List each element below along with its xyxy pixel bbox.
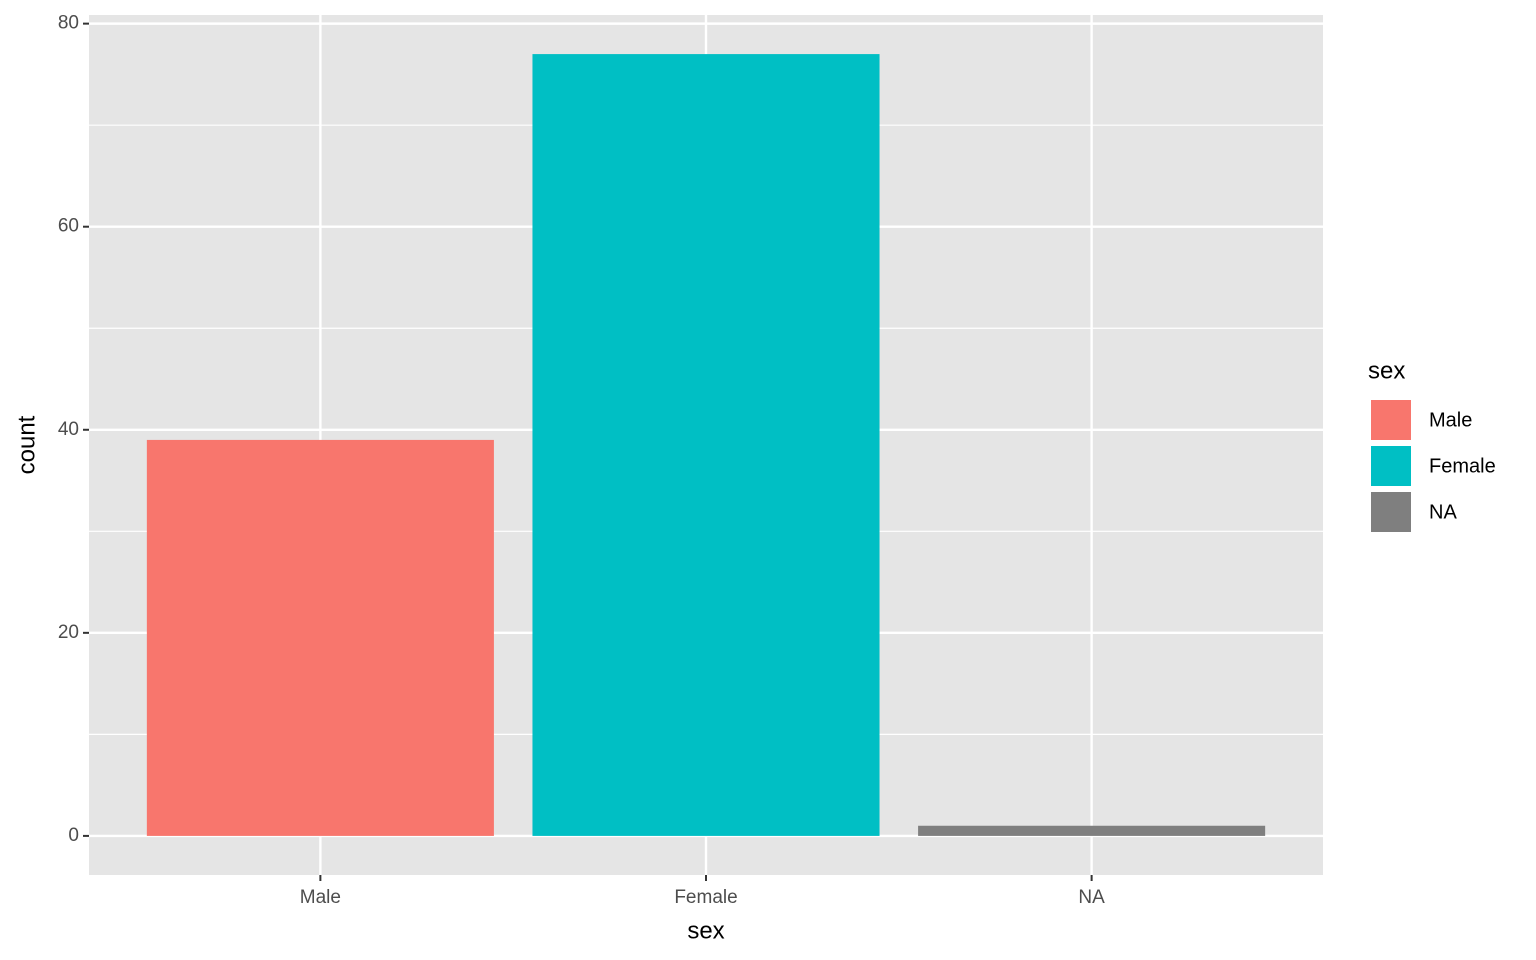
legend-key	[1369, 398, 1413, 442]
legend-title: sex	[1368, 357, 1405, 384]
x-tick-label: NA	[1078, 887, 1105, 908]
bar	[918, 825, 1266, 836]
legend-label: NA	[1429, 501, 1457, 523]
y-tick-label: 0	[68, 825, 79, 846]
y-tick-label: 60	[58, 216, 79, 237]
y-tick-label: 80	[58, 13, 79, 34]
legend-key	[1369, 490, 1413, 534]
legend-label: Male	[1429, 409, 1472, 431]
bar	[532, 54, 880, 836]
y-tick-label: 20	[58, 622, 79, 643]
y-tick-label: 40	[58, 419, 79, 440]
legend-label: Female	[1429, 455, 1496, 477]
x-tick-label: Male	[300, 887, 341, 908]
bar	[146, 439, 494, 836]
x-tick-label: Female	[674, 887, 737, 908]
x-axis-title: sex	[687, 917, 724, 944]
legend-key	[1369, 444, 1413, 488]
y-axis-title: count	[13, 415, 40, 474]
